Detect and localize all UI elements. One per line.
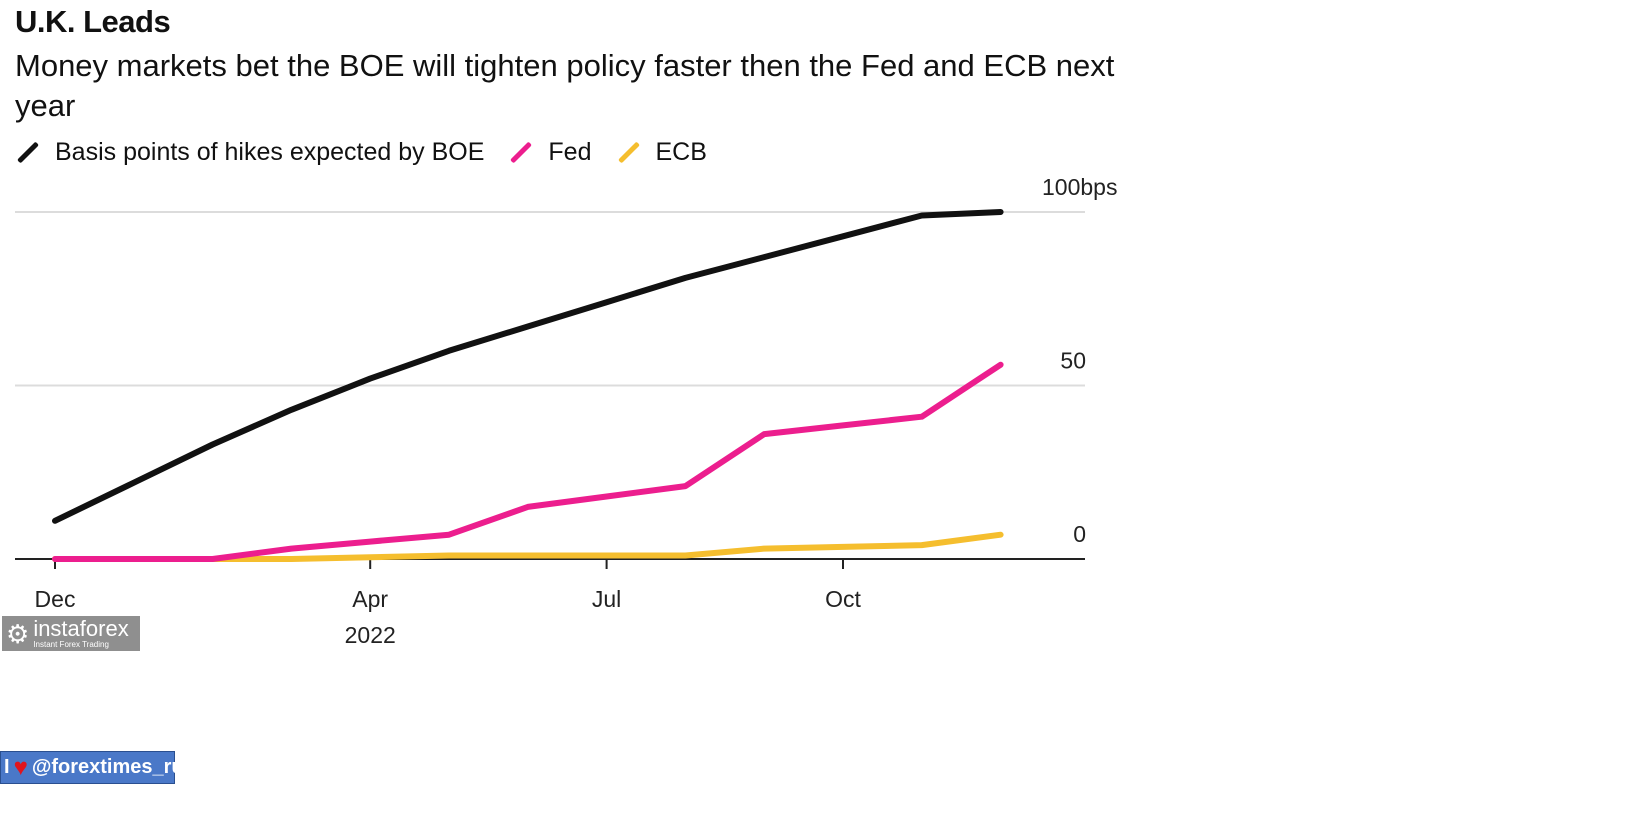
legend-item-ecb: ECB bbox=[616, 138, 707, 167]
channel-badge[interactable]: I ♥ @forextimes_ru bbox=[0, 751, 184, 784]
chart-panel: U.K. Leads Money markets bet the BOE wil… bbox=[2, 4, 1118, 651]
x-year-label: 2022 bbox=[345, 622, 396, 648]
series-line-fed bbox=[52, 361, 1004, 562]
heart-icon: ♥ bbox=[13, 753, 28, 781]
instaforex-watermark: ⚙ instaforex Instant Forex Trading bbox=[2, 616, 140, 651]
line-chart: 100bps 50 0 Dec Apr Jul Oct 2022 bbox=[15, 174, 1117, 648]
y-tick-label: 100bps bbox=[1042, 174, 1117, 200]
legend-swatch-boe bbox=[17, 141, 39, 163]
legend-label-fed: Fed bbox=[548, 137, 592, 166]
badge-prefix: I bbox=[4, 756, 10, 778]
x-tick-label: Dec bbox=[35, 586, 76, 612]
legend-label-ecb: ECB bbox=[655, 137, 707, 166]
x-tick-label: Oct bbox=[825, 586, 861, 612]
x-tick-label: Jul bbox=[592, 586, 621, 612]
legend-swatch-ecb bbox=[617, 141, 640, 163]
legend-item-fed: Fed bbox=[508, 137, 592, 167]
badge-handle: @forextimes_ru bbox=[31, 756, 184, 778]
legend-swatch-fed bbox=[510, 141, 533, 163]
legend-item-boe: Basis points of hikes expected by BOE bbox=[15, 138, 484, 167]
series-line-ecb bbox=[52, 531, 1004, 562]
chart-legend: Basis points of hikes expected by BOE Fe… bbox=[15, 136, 731, 168]
gear-logo-icon: ⚙ bbox=[6, 618, 30, 649]
y-tick-label: 0 bbox=[1073, 521, 1086, 547]
chart-title: U.K. Leads bbox=[15, 4, 171, 39]
chart-subtitle: Money markets bet the BOE will tighten p… bbox=[15, 48, 1115, 123]
watermark-brand: instaforex bbox=[33, 616, 129, 641]
watermark-tagline: Instant Forex Trading bbox=[33, 640, 109, 649]
y-tick-label: 50 bbox=[1060, 348, 1086, 374]
legend-label-boe: Basis points of hikes expected by BOE bbox=[55, 137, 485, 166]
x-tick-label: Apr bbox=[352, 586, 388, 612]
series-line-boe bbox=[52, 209, 1004, 524]
